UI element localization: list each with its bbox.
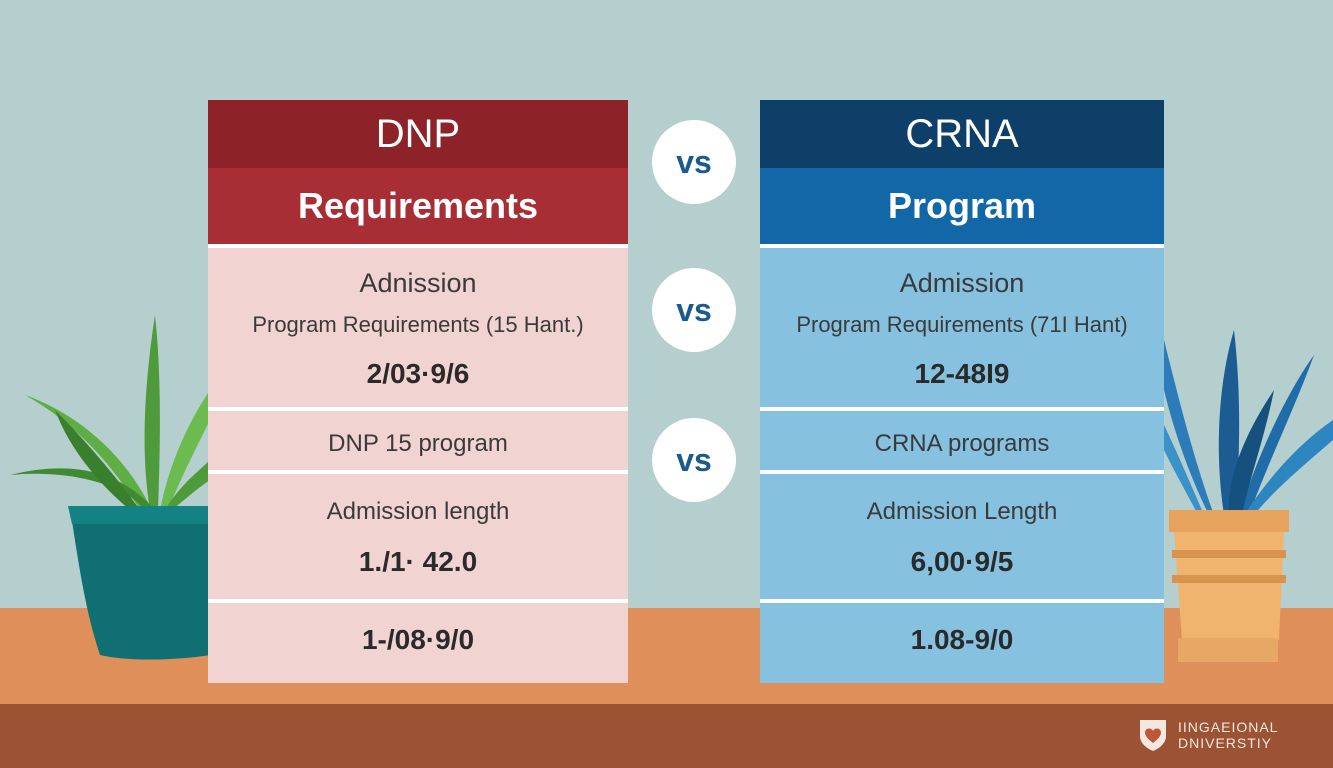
crna-value-1: 12-48I9 bbox=[914, 358, 1010, 389]
dnp-admission-label: Adnission bbox=[359, 268, 477, 298]
divider bbox=[208, 470, 628, 474]
vs-badge: vs bbox=[652, 120, 736, 204]
crna-admission-length: Admission Length bbox=[866, 498, 1058, 525]
dnp-admission-length: Admission length bbox=[326, 498, 510, 525]
divider bbox=[760, 407, 1164, 411]
dnp-program-requirements: Program Requirements (15 Hant.) bbox=[252, 312, 584, 337]
dnp-subtitle: Requirements bbox=[208, 168, 628, 244]
logo-line-2: DNIVERSTIY bbox=[1178, 735, 1273, 751]
crna-program-label: CRNA programs bbox=[874, 430, 1050, 457]
crna-value-3: 1.08-9/0 bbox=[910, 624, 1014, 655]
dnp-value-1: 2/03·9/6 bbox=[366, 358, 470, 389]
logo-line-1: IINGAEIONAL bbox=[1178, 719, 1279, 735]
left-plant-icon bbox=[10, 315, 210, 660]
crna-panel: CRNA Program Admission Program Requireme… bbox=[760, 100, 1164, 683]
crna-admission-label: Admission bbox=[899, 268, 1025, 298]
dnp-program-label: DNP 15 program bbox=[328, 430, 508, 457]
dnp-value-2: 1./1· 42.0 bbox=[358, 546, 478, 577]
divider bbox=[760, 244, 1164, 248]
crna-subtitle: Program bbox=[760, 168, 1164, 244]
divider bbox=[208, 599, 628, 603]
dnp-title: DNP bbox=[208, 100, 628, 168]
floor-strip bbox=[0, 704, 1333, 768]
dnp-panel: DNP Requirements Adnission Program Requi… bbox=[208, 100, 628, 683]
vs-badge: vs bbox=[652, 418, 736, 502]
divider bbox=[208, 244, 628, 248]
crna-title: CRNA bbox=[760, 100, 1164, 168]
university-logo: IINGAEIONAL DNIVERSTIY bbox=[1138, 718, 1278, 752]
right-plant-icon bbox=[1164, 330, 1333, 662]
dnp-value-3: 1-/08·9/0 bbox=[361, 624, 475, 655]
heart-shield-icon bbox=[1140, 720, 1166, 751]
divider bbox=[760, 470, 1164, 474]
vs-badge: vs bbox=[652, 268, 736, 352]
crna-value-2: 6,00·9/5 bbox=[910, 546, 1014, 577]
divider bbox=[760, 599, 1164, 603]
crna-program-requirements: Program Requirements (71I Hant) bbox=[796, 312, 1128, 337]
divider bbox=[208, 407, 628, 411]
